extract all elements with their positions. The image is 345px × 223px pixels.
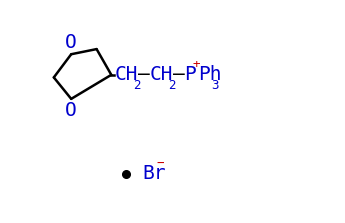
- Text: O: O: [65, 101, 77, 120]
- Text: CH: CH: [115, 65, 138, 84]
- Text: 3: 3: [211, 79, 219, 92]
- Text: +: +: [192, 58, 200, 71]
- Text: Br: Br: [142, 164, 166, 183]
- Text: —: —: [138, 65, 150, 84]
- Text: O: O: [65, 33, 77, 52]
- Text: Ph: Ph: [198, 65, 221, 84]
- Text: −: −: [157, 157, 164, 170]
- Text: —: —: [173, 65, 185, 84]
- Text: P: P: [184, 65, 196, 84]
- Text: 2: 2: [168, 79, 175, 92]
- Text: 2: 2: [133, 79, 140, 92]
- Text: CH: CH: [149, 65, 173, 84]
